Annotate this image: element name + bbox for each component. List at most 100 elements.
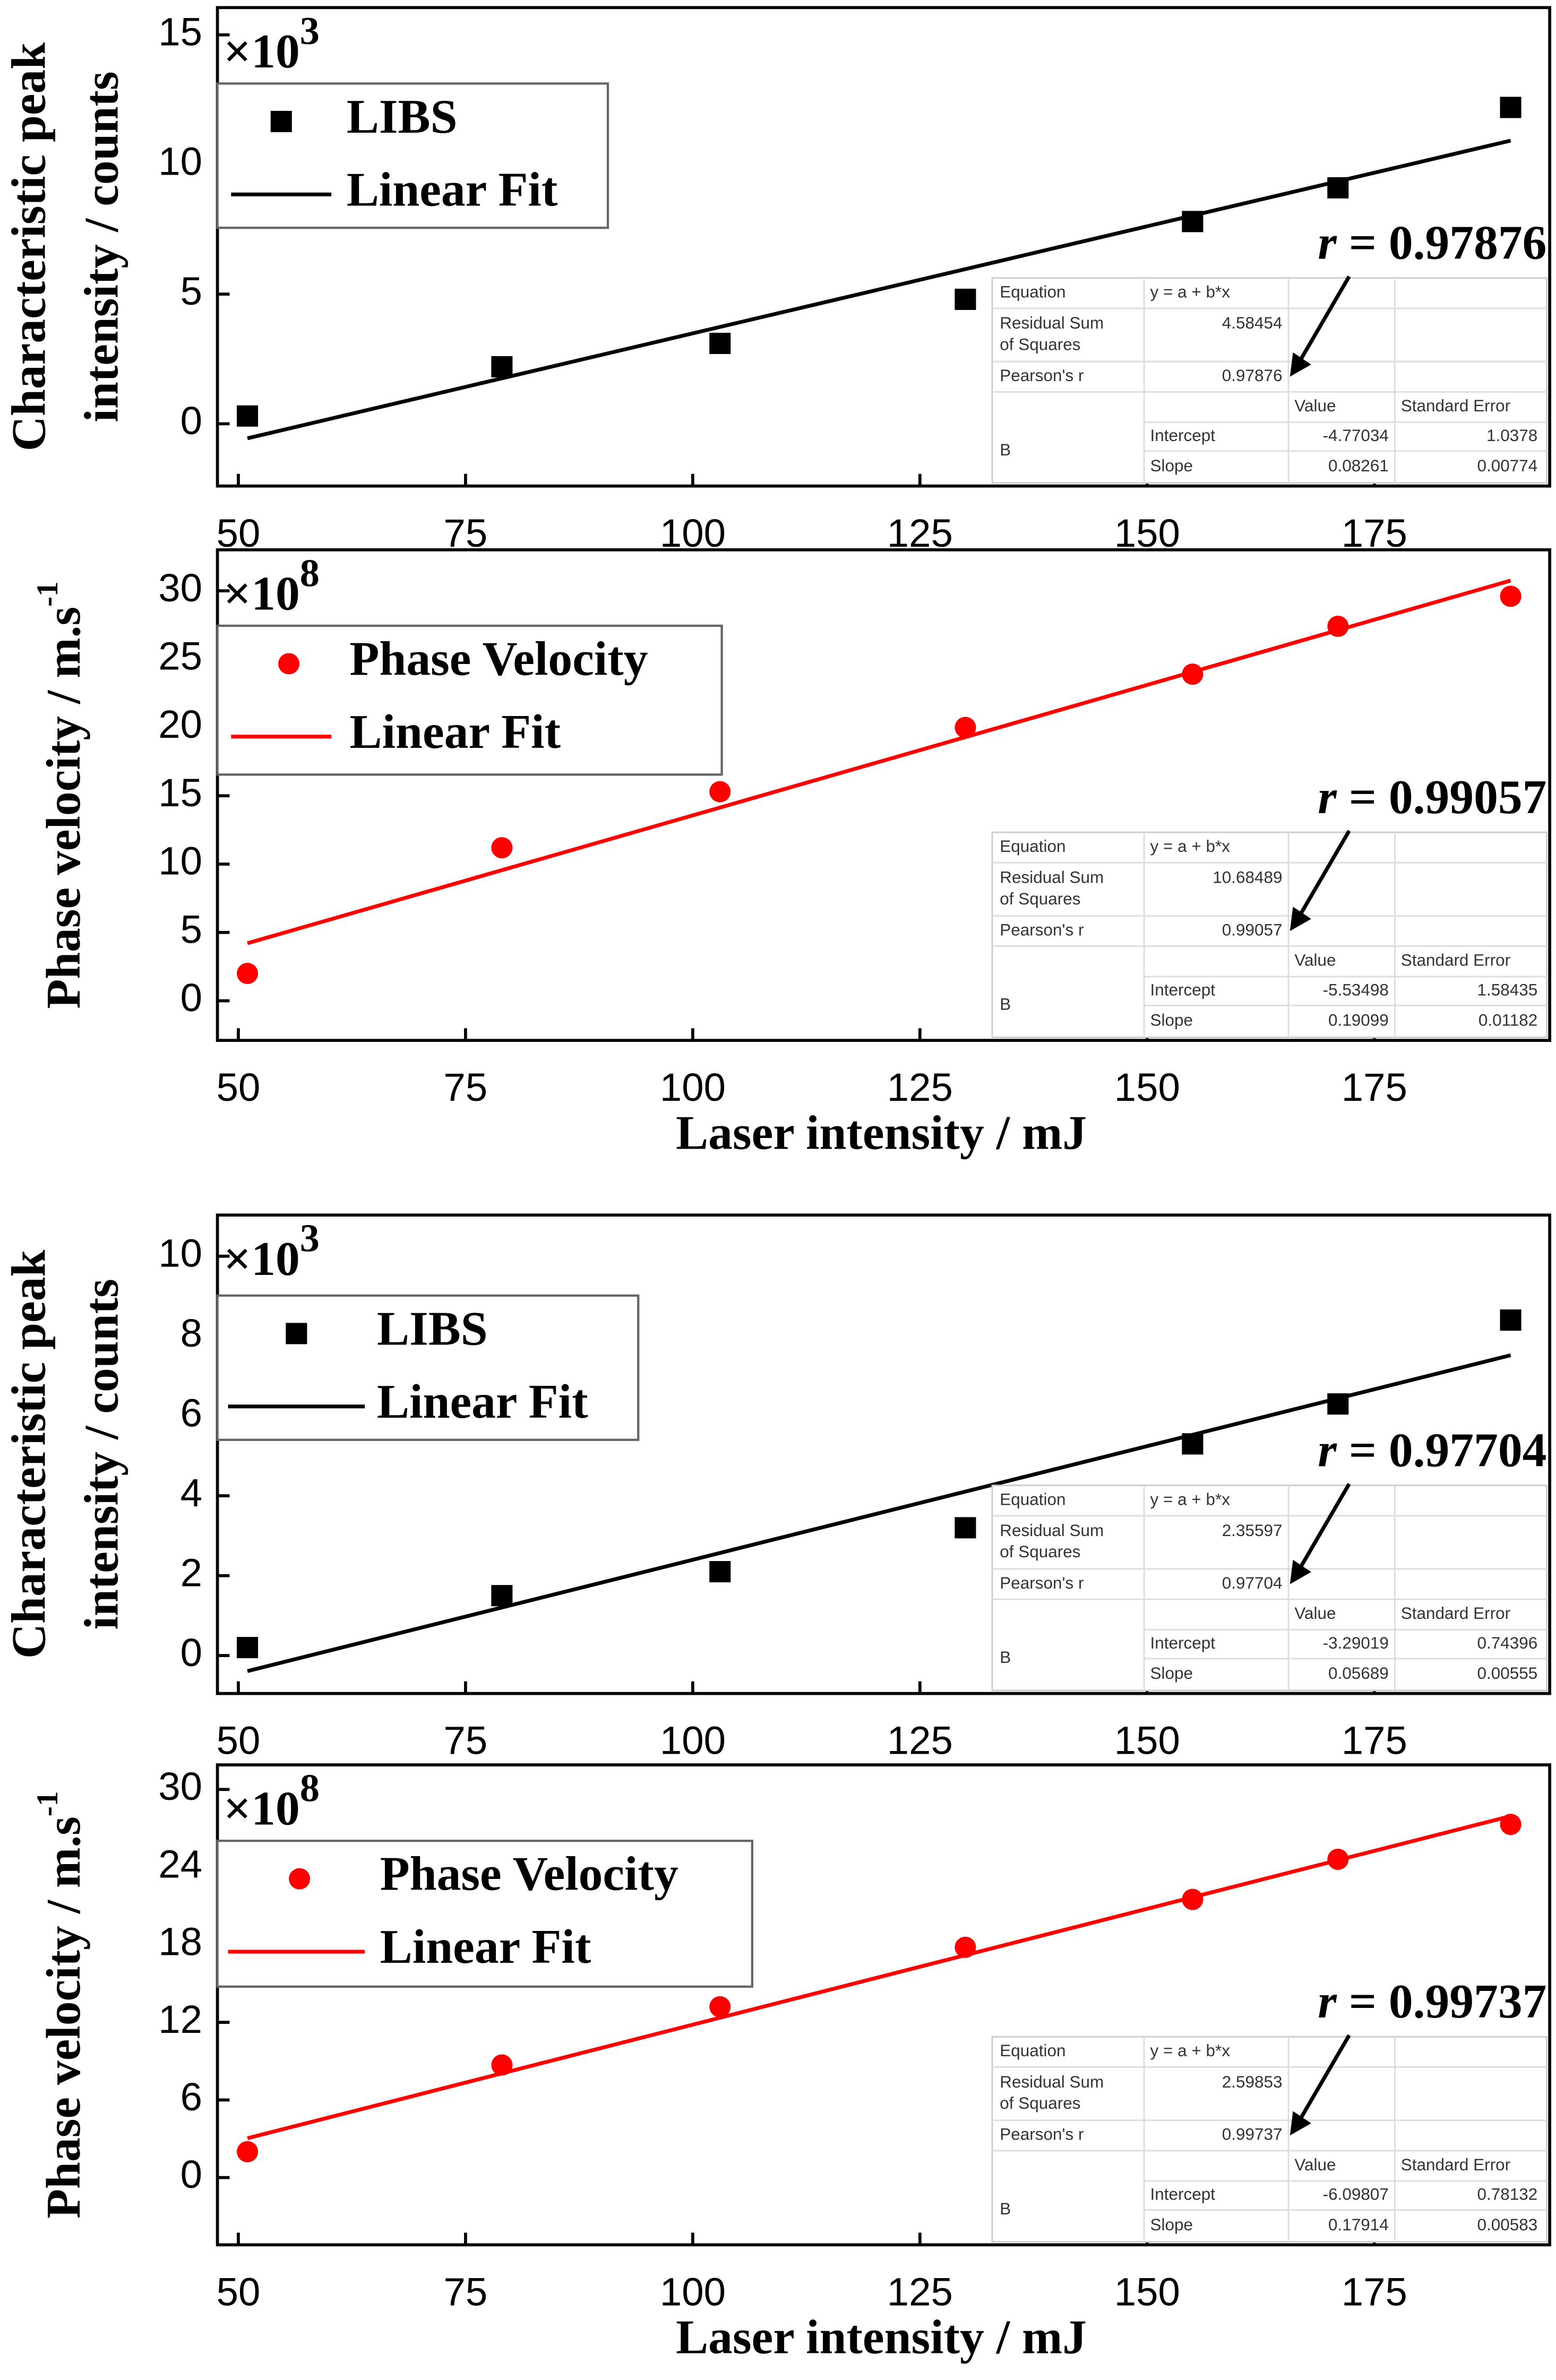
table-cell: Intercept [1150,980,1216,999]
multiplier-base: ×10 [223,24,300,78]
multiplier: ×103 [223,10,320,78]
table-cell: B [1000,2200,1011,2218]
point [237,405,259,427]
table-cell: B [1000,1648,1011,1667]
table-cell: 0.01182 [1478,1011,1537,1030]
arrow [1294,2034,1351,2127]
point [955,1517,976,1539]
x-tick-label: 150 [1114,1719,1180,1763]
table-cell: Residual Sum [1000,1521,1104,1540]
table-cell: y = a + b*x [1150,283,1231,301]
stats-table [991,277,1548,484]
table-cell: 4.58454 [1222,314,1283,332]
annotation-symbol: r [1318,770,1337,824]
table-cell: 0.05689 [1328,1664,1389,1683]
table-cell: of Squares [1000,890,1080,908]
table-cell: -3.29019 [1323,1634,1389,1652]
x-tick-label: 150 [1114,511,1180,555]
multiplier-base: ×10 [223,1231,300,1286]
table-cell: y = a + b*x [1150,1490,1231,1508]
y-tick-label: 0 [180,2152,202,2196]
x-tick-label: 150 [1114,1065,1180,1109]
legend-label: LIBS [347,89,458,143]
table-cell: 0.97704 [1222,1574,1283,1592]
annotation-symbol: r [1318,1974,1337,2028]
x-tick-label: 100 [660,1719,726,1763]
table-cell: Pearson's r [1000,2125,1084,2144]
annotation-text: = 0.97876 [1349,215,1547,269]
point [237,962,259,985]
legend-box [216,1840,754,1988]
y-tick-label: 15 [158,771,202,815]
y-tick-label: 12 [158,1997,202,2041]
annotation-text: = 0.99057 [1349,770,1547,824]
y-tick-label: 30 [158,1764,202,1808]
x-tick-label: 50 [217,2270,261,2314]
table-cell: Residual Sum [1000,868,1104,887]
table-cell: 1.58435 [1477,980,1537,999]
point [955,288,976,310]
arrow [1294,1482,1351,1576]
table-cell: Standard Error [1401,951,1510,970]
legend-box [216,624,723,776]
table-cell: Standard Error [1401,1604,1510,1623]
x-tick-label: 175 [1342,1065,1407,1109]
table-cell: Pearson's r [1000,1574,1084,1592]
table-cell: 0.17914 [1328,2215,1389,2234]
table-cell: y = a + b*x [1150,837,1231,856]
annotation-symbol: r [1318,215,1337,269]
x-tick-label: 125 [887,2270,953,2314]
table-cell: of Squares [1000,335,1080,353]
table-cell: Value [1294,396,1336,415]
table-cell: 10.68489 [1213,868,1282,887]
x-tick-label: 50 [217,511,261,555]
table-cell: 0.19099 [1328,1011,1389,1030]
y-tick-label: 0 [180,399,202,443]
y-tick-label: 15 [158,10,202,54]
multiplier-exp: 8 [300,1767,320,1810]
x-tick-label: 175 [1342,2270,1407,2314]
table-cell: Value [1294,2155,1336,2174]
table-cell: 0.99737 [1222,2125,1283,2144]
annotation: r = 0.97704 [1318,1422,1546,1477]
table-cell: B [1000,995,1011,1014]
x-tick-label: 100 [660,511,726,555]
table-cell: Equation [1000,2041,1065,2060]
legend-marker [289,1868,311,1890]
table-cell: Pearson's r [1000,366,1084,385]
point [491,356,513,377]
y-tick-label: 24 [158,1842,202,1886]
x-tick-label: 75 [444,1719,488,1763]
fit-line [247,139,1511,441]
legend-label: Linear Fit [377,1374,588,1428]
point [1500,1309,1521,1331]
legend-label: Linear Fit [350,704,561,758]
y-axis-label: intensity / counts [74,71,128,422]
x-tick-label: 175 [1342,511,1407,555]
multiplier-exp: 8 [300,551,320,595]
multiplier-exp: 3 [300,1217,320,1261]
y-tick-label: 8 [180,1311,202,1355]
table-cell: of Squares [1000,1542,1080,1561]
arrow-head [1289,352,1311,377]
stats-table [991,2036,1548,2243]
point [955,717,976,738]
table-cell: Equation [1000,837,1065,856]
y-tick-label: 25 [158,634,202,678]
legend-box [216,82,609,229]
point [709,1996,731,2017]
table-cell: y = a + b*x [1150,2041,1231,2060]
y-axis-label: Phase velocity / m.s-1 [31,581,90,1008]
annotation: r = 0.99057 [1318,770,1546,824]
table-cell: -6.09807 [1323,2185,1389,2204]
multiplier-base: ×10 [223,1781,300,1835]
x-tick-label: 175 [1342,1719,1407,1763]
y-axis-label-text: Phase velocity / m.s [36,1816,90,2219]
table-cell: 1.0378 [1486,426,1537,445]
x-tick-label: 125 [887,1065,953,1109]
legend-marker [286,1323,307,1344]
x-tick-label: 75 [444,511,488,555]
table-cell: B [1000,441,1011,459]
legend-box [216,1294,640,1441]
